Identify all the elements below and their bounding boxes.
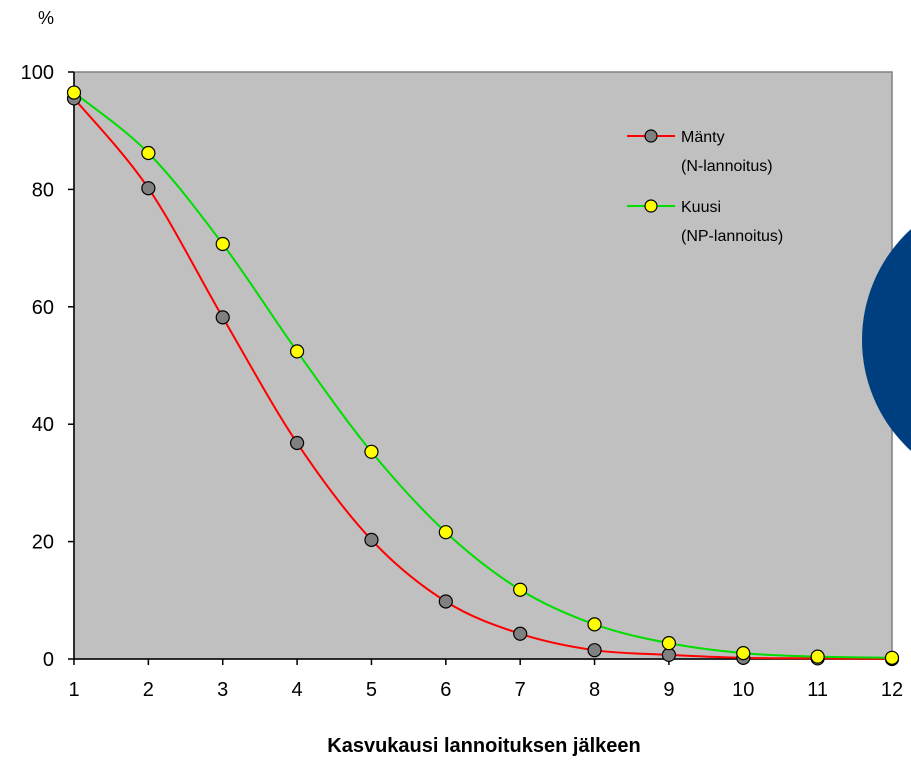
legend: Mänty (N-lannoitus) Kuusi (NP-lannoitus): [627, 129, 783, 245]
data-point-kuusi: [66, 85, 82, 100]
x-tick-label: 8: [589, 679, 600, 701]
data-point-kuusi: [661, 636, 677, 651]
y-tick-label: 0: [43, 649, 54, 671]
data-point-kuusi: [215, 236, 230, 252]
x-tick-label: 11: [807, 679, 828, 701]
data-point-kuusi: [141, 145, 156, 161]
x-tick-label: 6: [440, 679, 451, 701]
data-point-manty: [364, 532, 379, 547]
y-tick-label: 100: [21, 62, 54, 84]
data-point-manty: [289, 435, 305, 451]
y-tick-label: 80: [32, 179, 54, 201]
data-point-manty: [587, 643, 602, 658]
y-axis-label: %: [38, 8, 54, 28]
data-point-manty: [141, 181, 156, 196]
legend-sublabel-manty: (N-lannoitus): [681, 158, 773, 175]
data-point-kuusi: [810, 649, 825, 664]
y-tick-label: 40: [32, 414, 54, 436]
plot-area: [73, 71, 893, 660]
data-point-kuusi: [289, 344, 305, 359]
decorative-circle: [862, 229, 911, 451]
data-point-kuusi: [587, 617, 602, 632]
legend-marker-kuusi: [644, 199, 658, 213]
x-tick-label: 12: [881, 679, 903, 701]
data-point-manty: [513, 626, 528, 641]
x-axis-title: Kasvukausi lannoituksen jälkeen: [327, 735, 640, 757]
data-point-manty: [215, 310, 230, 325]
legend-sublabel-kuusi: (NP-lannoitus): [681, 228, 783, 245]
series-layer: [66, 85, 900, 667]
x-tick-label: 9: [663, 679, 674, 701]
legend-label-kuusi: Kuusi: [681, 199, 721, 216]
y-tick-label: 20: [32, 532, 54, 554]
y-tick-label: 60: [32, 297, 54, 319]
data-point-manty: [438, 594, 453, 609]
legend-marker-manty: [644, 129, 658, 143]
data-point-kuusi: [884, 650, 900, 665]
data-point-kuusi: [364, 444, 379, 459]
x-tick-label: 10: [732, 679, 754, 701]
x-tick-label: 2: [143, 679, 154, 701]
x-tick-label: 4: [292, 679, 303, 701]
x-tick-label: 1: [68, 679, 79, 701]
legend-label-manty: Mänty: [681, 129, 725, 146]
data-point-kuusi: [736, 646, 751, 661]
data-point-manty: [661, 647, 677, 662]
data-point-kuusi: [513, 582, 528, 597]
x-tick-label: 3: [217, 679, 228, 701]
data-point-kuusi: [438, 525, 453, 540]
x-tick-label: 7: [515, 679, 526, 701]
x-tick-label: 5: [366, 679, 377, 701]
